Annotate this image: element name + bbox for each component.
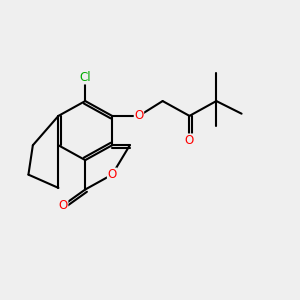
Text: O: O bbox=[58, 199, 68, 212]
Text: O: O bbox=[107, 168, 117, 181]
Text: O: O bbox=[134, 110, 144, 122]
Text: O: O bbox=[185, 134, 194, 147]
Text: Cl: Cl bbox=[80, 71, 91, 84]
